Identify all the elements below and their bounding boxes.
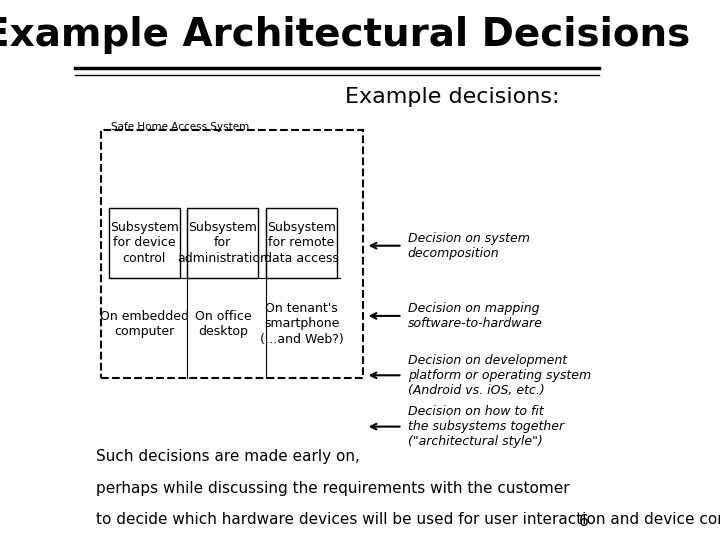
Text: On office
desktop: On office desktop [195,310,251,338]
Text: Decision on how to fit
the subsystems together
("architectural style"): Decision on how to fit the subsystems to… [408,405,564,448]
Text: Subsystem
for device
control: Subsystem for device control [109,221,179,265]
Text: On tenant's
smartphone
(…and Web?): On tenant's smartphone (…and Web?) [260,302,343,346]
Text: 6: 6 [579,514,589,529]
Text: Such decisions are made early on,: Such decisions are made early on, [96,449,359,464]
Bar [187,208,258,278]
Text: Example Architectural Decisions: Example Architectural Decisions [0,16,690,54]
Text: to decide which hardware devices will be used for user interaction and device co: to decide which hardware devices will be… [96,512,720,527]
Text: Decision on system
decomposition: Decision on system decomposition [408,232,530,260]
Text: Decision on development
platform or operating system
(Android vs. iOS, etc.): Decision on development platform or oper… [408,354,591,397]
Text: Decision on mapping
software-to-hardware: Decision on mapping software-to-hardware [408,302,543,330]
Bar [266,208,337,278]
Text: Safe Home Access System: Safe Home Access System [112,122,250,132]
Text: perhaps while discussing the requirements with the customer: perhaps while discussing the requirement… [96,481,570,496]
Text: On embedded
computer: On embedded computer [100,310,189,338]
Bar [109,208,179,278]
Bar [101,130,363,378]
Text: Example decisions:: Example decisions: [345,87,559,107]
Text: Subsystem
for remote
data access: Subsystem for remote data access [264,221,339,265]
Text: Subsystem
for
administration: Subsystem for administration [177,221,269,265]
